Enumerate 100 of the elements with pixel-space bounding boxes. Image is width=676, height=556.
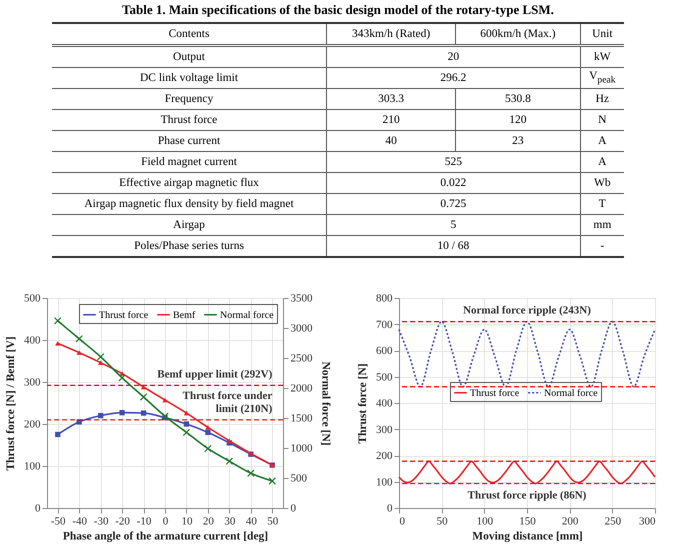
point bbox=[226, 457, 234, 465]
x-tick-label: 300 bbox=[639, 516, 656, 528]
point bbox=[75, 335, 83, 343]
point bbox=[96, 353, 104, 361]
x-tick-label: 20 bbox=[202, 516, 214, 528]
y-tick-label: 700 bbox=[376, 318, 393, 331]
point bbox=[161, 412, 169, 420]
y-tick-label: 800 bbox=[376, 292, 393, 304]
text: 525 bbox=[326, 152, 580, 172]
x-tick-label: 150 bbox=[519, 516, 536, 528]
point bbox=[226, 438, 232, 444]
point bbox=[205, 425, 211, 430]
text: Field magnet current bbox=[52, 152, 327, 172]
y2-axis-title: Normal force [N] bbox=[320, 361, 332, 446]
point bbox=[184, 410, 190, 416]
point bbox=[98, 412, 104, 418]
point bbox=[55, 341, 60, 346]
x-tick-label: -20 bbox=[115, 516, 130, 528]
text: Contents bbox=[52, 23, 327, 46]
text: 210 bbox=[326, 110, 456, 130]
x-tick-label: -40 bbox=[72, 516, 88, 528]
y-tick-label: 300 bbox=[24, 376, 41, 388]
point bbox=[204, 444, 212, 452]
point bbox=[76, 350, 82, 355]
text: Output bbox=[52, 46, 327, 68]
text: Table 1. Main specifications of the basic design model of the rotary-type LSM. bbox=[121, 2, 555, 18]
text: Phase current bbox=[52, 130, 327, 152]
text: mm bbox=[580, 214, 624, 236]
text: 303.3 bbox=[326, 88, 456, 110]
point bbox=[140, 393, 148, 401]
text: T bbox=[580, 194, 624, 214]
point bbox=[182, 428, 190, 436]
y-tick-label: 0 bbox=[35, 502, 41, 514]
text: A bbox=[580, 130, 624, 152]
y-tick-label: 300 bbox=[376, 424, 393, 436]
x-tick-label: 0 bbox=[400, 516, 406, 528]
y-tick-label: 200 bbox=[24, 418, 41, 430]
x-tick-label: -30 bbox=[94, 516, 109, 528]
y2-tick-label: 2000 bbox=[290, 382, 313, 394]
y-tick-label: 200 bbox=[376, 450, 393, 462]
text: 600km/h (Max.) bbox=[456, 23, 580, 46]
text: 120 bbox=[456, 110, 580, 130]
y-tick-label: 100 bbox=[376, 476, 393, 488]
text: 296.2 bbox=[326, 68, 580, 88]
text: - bbox=[580, 236, 624, 257]
x-tick-label: -50 bbox=[50, 516, 66, 528]
text: 0.725 bbox=[326, 194, 580, 214]
y2-tick-label: 1500 bbox=[290, 412, 313, 424]
y-tick-label: 400 bbox=[24, 334, 41, 346]
text: kW bbox=[580, 46, 624, 68]
x-tick-label: 0 bbox=[162, 516, 169, 528]
ref-line-label: Thrust force under limit (210N) bbox=[182, 390, 273, 415]
y-axis-title: Thrust force [N] / Bemf [V] bbox=[5, 336, 17, 471]
x-tick-label: 40 bbox=[246, 516, 258, 528]
y2-tick-label: 1000 bbox=[290, 442, 313, 454]
y-axis-title: Thrust force [N] bbox=[357, 363, 369, 444]
text: N bbox=[580, 110, 624, 130]
text: Wb bbox=[580, 172, 624, 194]
x-tick-label: 50 bbox=[436, 516, 448, 528]
text: 343km/h (Rated) bbox=[326, 23, 456, 46]
legend-label: Normal force bbox=[544, 388, 598, 399]
x-tick-label: 250 bbox=[604, 516, 622, 528]
text: Thrust force bbox=[52, 110, 327, 130]
text: Poles/Phase series turns bbox=[52, 236, 327, 257]
point bbox=[162, 398, 168, 402]
x-tick-label: 100 bbox=[476, 516, 494, 528]
text: V$_{peak}$ bbox=[580, 68, 624, 88]
text: DC link voltage limit bbox=[52, 68, 327, 88]
text: 10 / 68 bbox=[326, 236, 580, 257]
ref-line-label: Normal force ripple (243N) bbox=[463, 304, 592, 317]
text: Airgap bbox=[52, 214, 327, 236]
y2-tick-label: 500 bbox=[290, 472, 308, 484]
text: Unit bbox=[580, 23, 624, 46]
text: Frequency bbox=[52, 88, 327, 110]
point bbox=[55, 432, 60, 438]
legend-label: Normal force bbox=[220, 310, 274, 321]
line-series bbox=[398, 320, 656, 388]
x-axis-title: Moving distance [mm] bbox=[472, 530, 583, 542]
y2-tick-label: 0 bbox=[290, 502, 296, 514]
y-tick-label: 600 bbox=[376, 345, 393, 357]
text: 0.022 bbox=[326, 172, 580, 194]
point bbox=[140, 384, 146, 390]
point bbox=[247, 469, 255, 477]
y-tick-label: 0 bbox=[387, 502, 393, 514]
text: A bbox=[580, 152, 624, 172]
text: Hz bbox=[580, 88, 624, 110]
point bbox=[119, 410, 125, 416]
ref-line-label: Thrust force ripple (86N) bbox=[468, 490, 587, 502]
point bbox=[268, 477, 276, 485]
x-axis-title: Phase angle of the armature current [deg] bbox=[62, 530, 268, 542]
line-series bbox=[398, 460, 656, 484]
x-tick-label: 50 bbox=[267, 516, 279, 528]
legend-label: Thrust force bbox=[470, 388, 520, 399]
x-tick-label: 10 bbox=[181, 516, 193, 528]
y-tick-label: 500 bbox=[376, 371, 393, 384]
text: 5 bbox=[326, 214, 580, 236]
legend-label: Bemf bbox=[173, 310, 196, 321]
x-tick-label: -10 bbox=[136, 516, 152, 528]
text: Effective airgap magnetic flux bbox=[52, 172, 327, 194]
point bbox=[98, 360, 104, 365]
